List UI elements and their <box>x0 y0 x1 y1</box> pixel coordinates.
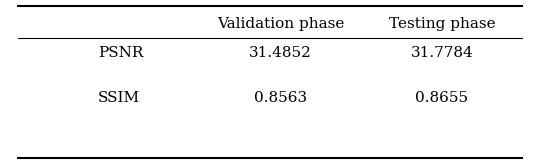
Text: 0.8655: 0.8655 <box>415 91 469 105</box>
Text: SSIM: SSIM <box>98 91 140 105</box>
Text: 0.8563: 0.8563 <box>254 91 307 105</box>
Text: Validation phase: Validation phase <box>217 17 345 31</box>
Text: PSNR: PSNR <box>98 46 144 60</box>
Text: Testing phase: Testing phase <box>389 17 495 31</box>
Text: 31.4852: 31.4852 <box>249 46 312 60</box>
Text: 31.7784: 31.7784 <box>410 46 473 60</box>
